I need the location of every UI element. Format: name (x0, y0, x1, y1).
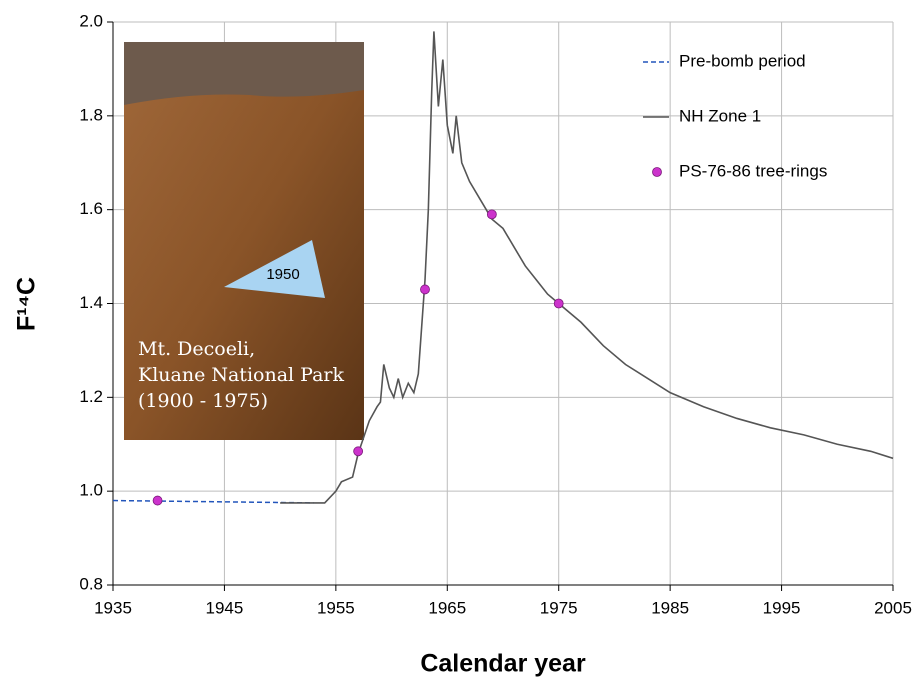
photo-bark (124, 42, 364, 105)
x-tick-label: 1965 (428, 598, 466, 617)
legend-label: PS-76-86 tree-rings (679, 161, 827, 180)
data-line (112, 499, 314, 504)
legend: Pre-bomb period NH Zone 1 PS-76-86 tree-ri… (643, 51, 827, 180)
y-tick-label: 0.8 (79, 574, 103, 593)
data-point (553, 298, 564, 309)
paper-tag (224, 240, 325, 298)
photo-inset: 1950 Mt. Decoeli, Kluane National Park (… (124, 42, 364, 440)
x-tick-label: 1935 (94, 598, 132, 617)
y-axis-title: F¹⁴C (13, 277, 41, 331)
data-line (280, 31, 894, 504)
y-tick-label: 1.4 (79, 293, 103, 312)
inset-text: Mt. Decoeli, (138, 338, 255, 360)
tag-label: 1950 (266, 266, 299, 283)
legend-label: Pre-bomb period (679, 51, 806, 70)
data-point (152, 495, 163, 506)
x-tick-label: 1945 (206, 598, 244, 617)
y-tick-label: 1.0 (79, 481, 103, 500)
x-tick-label: 1995 (763, 598, 801, 617)
legend-label: NH Zone 1 (679, 106, 761, 125)
plot: 0.8 1.0 1.2 1.4 1.6 1.8 2.0 1935 1945 1955 1965 197… (79, 11, 912, 617)
x-axis-title: Calendar year (420, 650, 586, 678)
photo (124, 42, 364, 440)
data-point (353, 446, 364, 457)
y-tick-label: 1.2 (79, 387, 103, 406)
data-point (486, 209, 497, 220)
inset-text: (1900 - 1975) (138, 390, 268, 412)
data-point (420, 284, 430, 295)
inset-text: Kluane National Park (138, 364, 344, 386)
x-tick-label: 1975 (540, 598, 578, 617)
x-tick-label: 1985 (651, 598, 689, 617)
y-tick-label: 1.8 (79, 105, 103, 124)
x-tick-label: 2005 (874, 598, 912, 617)
y-tick-label: 2.0 (79, 11, 103, 30)
legend-marker (652, 167, 662, 177)
x-tick-label: 1955 (317, 598, 355, 617)
y-tick-label: 1.6 (79, 199, 103, 218)
